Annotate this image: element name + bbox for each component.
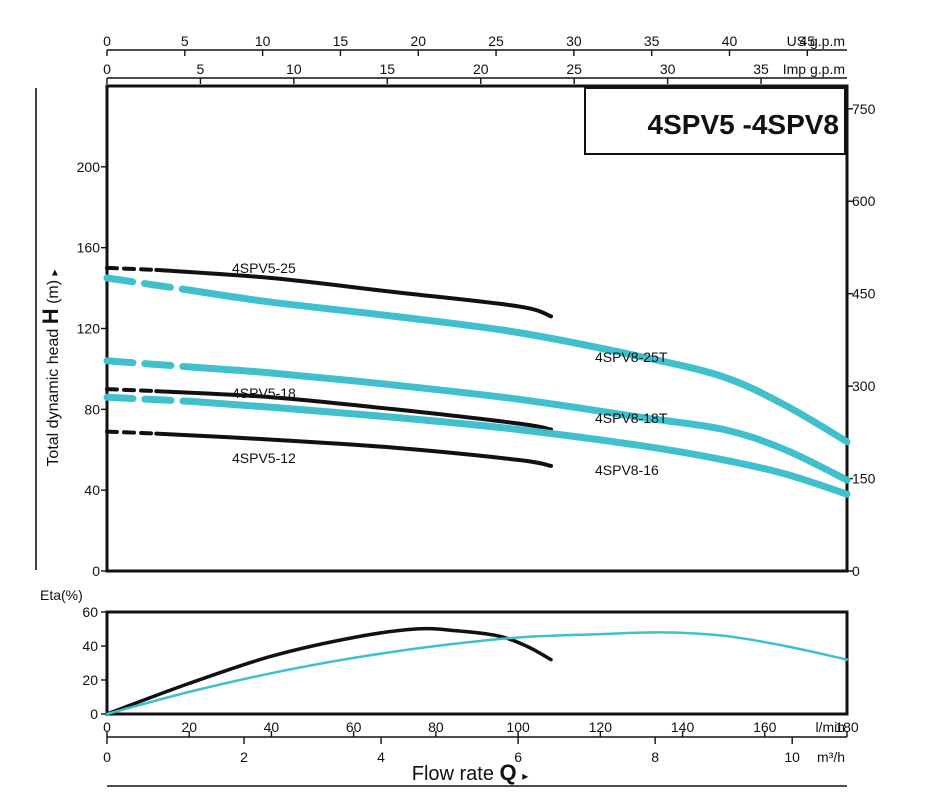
imp-gpm-tick-label: 35 (753, 61, 769, 77)
us-gpm-tick-label: 45 (800, 33, 816, 49)
curve-label-4spv5-18: 4SPV5-18 (232, 385, 296, 401)
head-ft-tick-label: 0 (852, 563, 860, 579)
curve-label-4spv8-18t: 4SPV8-18T (595, 410, 668, 426)
lmin-tick-label: 160 (753, 719, 777, 735)
imp-gpm-tick-label: 30 (660, 61, 676, 77)
ticks-layer: 0 5 10 15 20 25 30 35 40 450 5 10 15 20 25 30 350 20 40 60 8… (77, 33, 876, 765)
m3h-label: m³/h (817, 749, 845, 765)
imp-gpm-tick-label: 25 (566, 61, 582, 77)
us-gpm-tick-label: 35 (644, 33, 660, 49)
labels-layer: 4SPV5-25 4SPV5-18 4SPV5-12 4SPV8-25T 4SPV8-1… (232, 260, 668, 478)
efficiency-plot-frame (105, 610, 849, 716)
m3h-tick-label: 6 (514, 749, 522, 765)
m3h-tick-label: 8 (651, 749, 659, 765)
curve-4spv8-25t (185, 286, 851, 446)
lmin-label: l/min (815, 719, 845, 735)
m3h-tick-label: 0 (103, 749, 111, 765)
lmin-tick-label: 80 (428, 719, 444, 735)
eta-curve-4spv8 (105, 631, 849, 716)
eta-tick-label: 40 (82, 638, 98, 654)
curve-label-4spv8-25t: 4SPV8-25T (595, 349, 668, 365)
head-tick-label: 80 (84, 401, 100, 417)
imp-gpm-tick-label: 15 (380, 61, 396, 77)
us-gpm-tick-label: 10 (255, 33, 271, 49)
curve-4spv5-25-dashed (105, 265, 159, 272)
head-axis-title: Total dynamic head H (m) ▸ (38, 269, 63, 466)
head-tick-label: 40 (84, 482, 100, 498)
lmin-tick-label: 140 (671, 719, 695, 735)
curve-4spv8-18t (185, 363, 851, 484)
lmin-tick-label: 100 (506, 719, 530, 735)
m3h-tick-label: 4 (377, 749, 385, 765)
lmin-tick-label: 60 (346, 719, 362, 735)
head-ft-tick-label: 150 (852, 471, 876, 487)
us-gpm-tick-label: 5 (181, 33, 189, 49)
eta-tick-label: 0 (90, 706, 98, 722)
head-tick-label: 0 (92, 563, 100, 579)
curve-4spv5-18 (154, 389, 553, 432)
eta-curve-4spv5 (105, 626, 553, 716)
us-gpm-tick-label: 30 (566, 33, 582, 49)
curves-layer (103, 265, 851, 716)
eta-tick-label: 60 (82, 604, 98, 620)
lmin-tick-label: 180 (835, 719, 859, 735)
title-box (584, 87, 846, 155)
eta-tick-label: 20 (82, 672, 98, 688)
chart-title: 4SPV5 -4SPV8 (648, 109, 839, 140)
head-ft-tick-label: 450 (852, 286, 876, 302)
curve-4spv5-12 (154, 431, 553, 468)
imp-gpm-tick-label: 20 (473, 61, 489, 77)
lmin-tick-label: 120 (589, 719, 613, 735)
m3h-tick-label: 2 (240, 749, 248, 765)
us-gpm-label: US g.p.m (787, 33, 845, 49)
us-gpm-tick-label: 25 (488, 33, 504, 49)
imp-gpm-tick-label: 0 (103, 61, 111, 77)
curve-4spv5-12-dashed (105, 429, 159, 436)
head-tick-label: 200 (77, 159, 101, 175)
curve-4spv5-18-dashed (105, 387, 159, 394)
curve-label-4spv8-16: 4SPV8-16 (595, 462, 659, 478)
curve-label-4spv5-12: 4SPV5-12 (232, 450, 296, 466)
curve-4spv5-25 (154, 267, 553, 319)
curve-4spv8-25t-dashed (103, 274, 193, 294)
curve-4spv8-16 (185, 397, 851, 498)
head-ft-tick-label: 750 (852, 101, 876, 117)
imp-gpm-tick-label: 10 (286, 61, 302, 77)
us-gpm-tick-label: 40 (722, 33, 738, 49)
lmin-tick-label: 20 (181, 719, 197, 735)
eta-axis-label: Eta(%) (40, 587, 83, 603)
m3h-tick-label: 10 (784, 749, 800, 765)
lmin-tick-label: 40 (264, 719, 280, 735)
head-tick-label: 160 (77, 240, 101, 256)
us-gpm-tick-label: 20 (410, 33, 426, 49)
flow-axis-title: Flow rate Q ▸ (412, 760, 529, 785)
lmin-tick-label: 0 (103, 719, 111, 735)
imp-gpm-label: Imp g.p.m (783, 61, 845, 77)
us-gpm-tick-label: 15 (333, 33, 349, 49)
head-ft-tick-label: 600 (852, 193, 876, 209)
curve-4spv8-18t-dashed (103, 357, 193, 371)
imp-gpm-tick-label: 5 (197, 61, 205, 77)
head-ft-tick-label: 300 (852, 378, 876, 394)
head-tick-label: 120 (77, 321, 101, 337)
curve-label-4spv5-25: 4SPV5-25 (232, 260, 296, 276)
us-gpm-tick-label: 0 (103, 33, 111, 49)
curve-4spv8-16-dashed (103, 393, 193, 405)
